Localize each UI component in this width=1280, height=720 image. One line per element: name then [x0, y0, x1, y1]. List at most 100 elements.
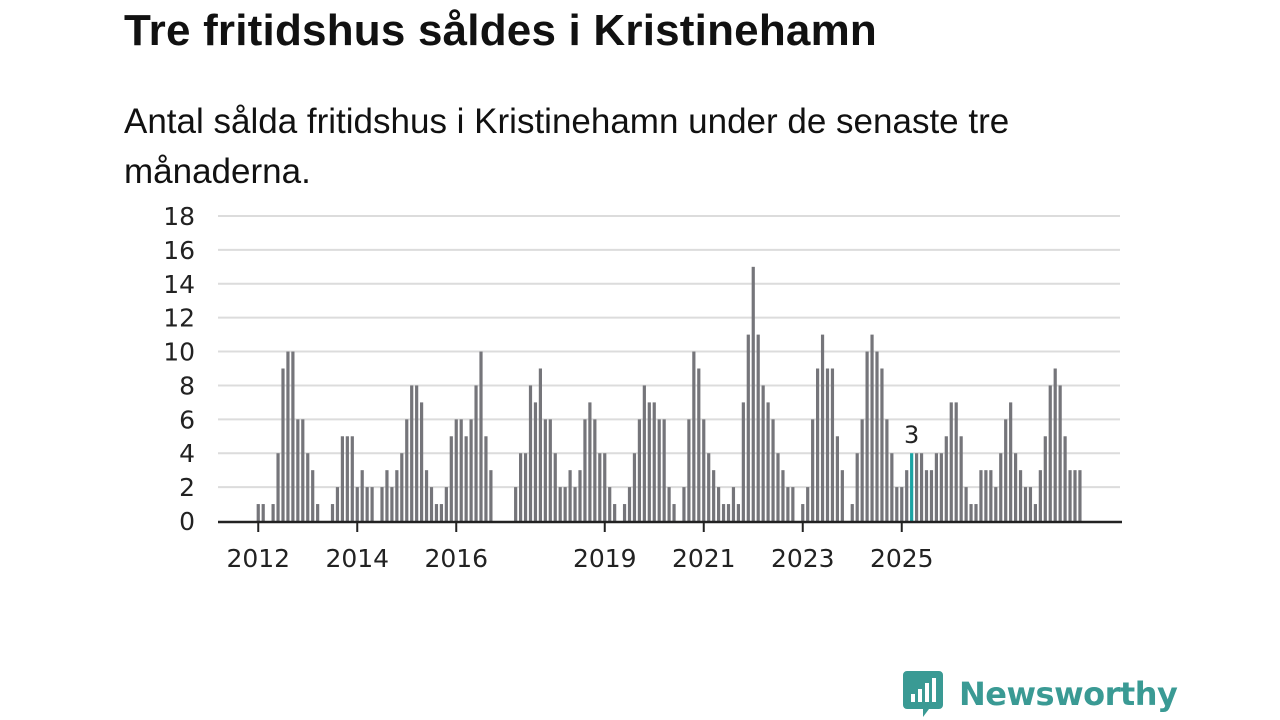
bar [741, 402, 745, 521]
brand-name: Newsworthy [959, 675, 1178, 713]
bar [350, 436, 354, 521]
y-tick-label: 12 [163, 304, 195, 333]
bar [979, 470, 983, 521]
annotations: 3 [904, 421, 919, 449]
bar [969, 504, 973, 521]
bar [400, 453, 404, 521]
bar [756, 334, 760, 521]
bar [885, 419, 889, 521]
bar [1043, 436, 1047, 521]
bar [360, 470, 364, 521]
gridlines [218, 215, 1120, 489]
bar [781, 470, 785, 521]
bar [820, 334, 825, 521]
bar [340, 436, 344, 521]
y-tick-label: 16 [163, 236, 195, 265]
bar [588, 402, 592, 521]
bar [964, 487, 968, 521]
bar [598, 453, 602, 521]
bar [519, 453, 523, 521]
bar [692, 351, 696, 521]
bar [622, 504, 627, 521]
bar [454, 419, 458, 521]
bar [915, 453, 919, 521]
bar [459, 419, 463, 521]
bar [840, 470, 844, 521]
bar [301, 419, 305, 521]
bar [355, 487, 359, 521]
bar [697, 368, 701, 521]
y-tick-label: 14 [163, 270, 195, 299]
bar [895, 487, 899, 521]
bar [860, 419, 864, 521]
bar [593, 419, 597, 521]
bar [712, 470, 716, 521]
bar [771, 419, 775, 521]
x-tick-label: 2021 [672, 544, 736, 573]
y-tick-label: 4 [179, 439, 195, 468]
bar [1004, 419, 1008, 521]
bar [924, 470, 929, 521]
bar [449, 436, 453, 521]
y-tick-label: 2 [179, 473, 195, 502]
bar [751, 266, 755, 521]
bar [1053, 368, 1057, 521]
bar [528, 385, 533, 521]
bar [385, 470, 389, 521]
newsworthy-logo[interactable]: Newsworthy [903, 669, 1178, 719]
bars [256, 266, 1082, 521]
bar [766, 402, 770, 521]
bar [761, 385, 765, 521]
bar [276, 453, 280, 521]
bar [865, 351, 869, 521]
y-axis-labels: 0 2 4 6 8 10 12 14 16 18 [163, 202, 195, 536]
bar [380, 487, 384, 521]
bar [717, 487, 721, 521]
bar [1073, 470, 1077, 521]
bar [875, 351, 879, 521]
bar [657, 419, 661, 521]
bar [261, 504, 265, 521]
bar [420, 402, 424, 521]
bar [415, 385, 419, 521]
bar [736, 504, 740, 521]
bar [731, 487, 736, 521]
bar [934, 453, 938, 521]
y-tick-label: 18 [163, 202, 195, 231]
bar [444, 487, 448, 521]
bar [489, 470, 493, 521]
bar [632, 453, 637, 521]
bar [721, 504, 726, 521]
bar [974, 504, 978, 521]
bar [429, 487, 434, 521]
bar [523, 453, 528, 521]
chart-subtitle: Antal sålda fritidshus i Kristinehamn un… [124, 102, 1010, 191]
bar [365, 487, 369, 521]
bar [1038, 470, 1042, 521]
bar [543, 419, 547, 521]
bar [647, 402, 651, 521]
bar [989, 470, 993, 521]
bar [835, 436, 839, 521]
bar [984, 470, 988, 521]
bar [959, 436, 963, 521]
bar [538, 368, 542, 521]
bar [578, 470, 582, 521]
x-tick-label: 2025 [870, 544, 934, 573]
bar [830, 368, 835, 521]
bar [434, 504, 439, 521]
bar [776, 453, 780, 521]
bar [746, 334, 750, 521]
chart-title: Tre fritidshus såldes i Kristinehamn [124, 6, 877, 55]
bar [281, 368, 285, 521]
bar [563, 487, 567, 521]
bar [880, 368, 884, 521]
bar [806, 487, 810, 521]
x-tick-label: 2012 [226, 544, 290, 573]
bar [1023, 487, 1028, 521]
bar [464, 436, 468, 521]
bar [583, 419, 587, 521]
bar [330, 504, 335, 521]
bar [1078, 470, 1082, 521]
bar [613, 504, 617, 521]
